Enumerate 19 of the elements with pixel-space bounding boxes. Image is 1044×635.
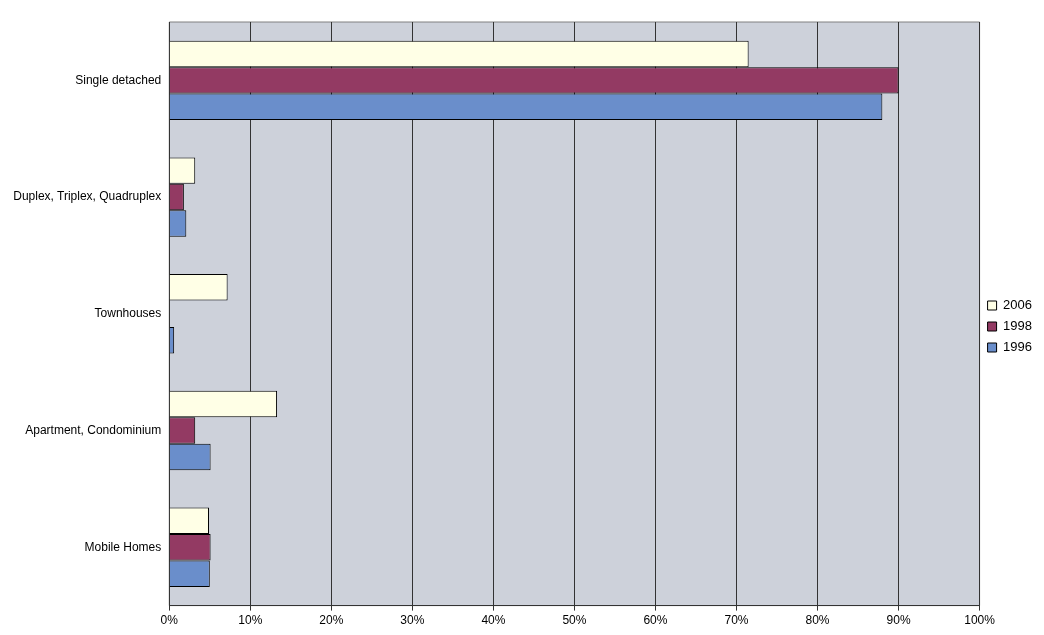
x-tick-label: 90%	[886, 613, 911, 628]
y-tick-label: Duplex, Triplex, Quadruplex	[13, 189, 162, 204]
x-tick-label: 50%	[562, 613, 587, 628]
x-tick-label: 40%	[481, 613, 506, 628]
legend-label: 2006	[1003, 297, 1032, 313]
x-tick-label: 20%	[319, 613, 344, 628]
y-tick-label: Mobile Homes	[84, 539, 162, 554]
y-tick-label: Townhouses	[94, 306, 162, 321]
x-tick-label: 100%	[964, 613, 996, 628]
y-tick-label: Apartment, Condominium	[25, 422, 162, 437]
x-tick-label: 0%	[160, 613, 179, 628]
x-tick-label: 70%	[724, 613, 749, 628]
x-tick-label: 30%	[400, 613, 425, 628]
legend-label: 1998	[1003, 318, 1032, 334]
y-tick-label: Single detached	[75, 72, 162, 87]
x-tick-label: 60%	[643, 613, 668, 628]
x-tick-label: 10%	[238, 613, 263, 628]
legend-label: 1996	[1003, 339, 1032, 355]
x-tick-label: 80%	[805, 613, 830, 628]
